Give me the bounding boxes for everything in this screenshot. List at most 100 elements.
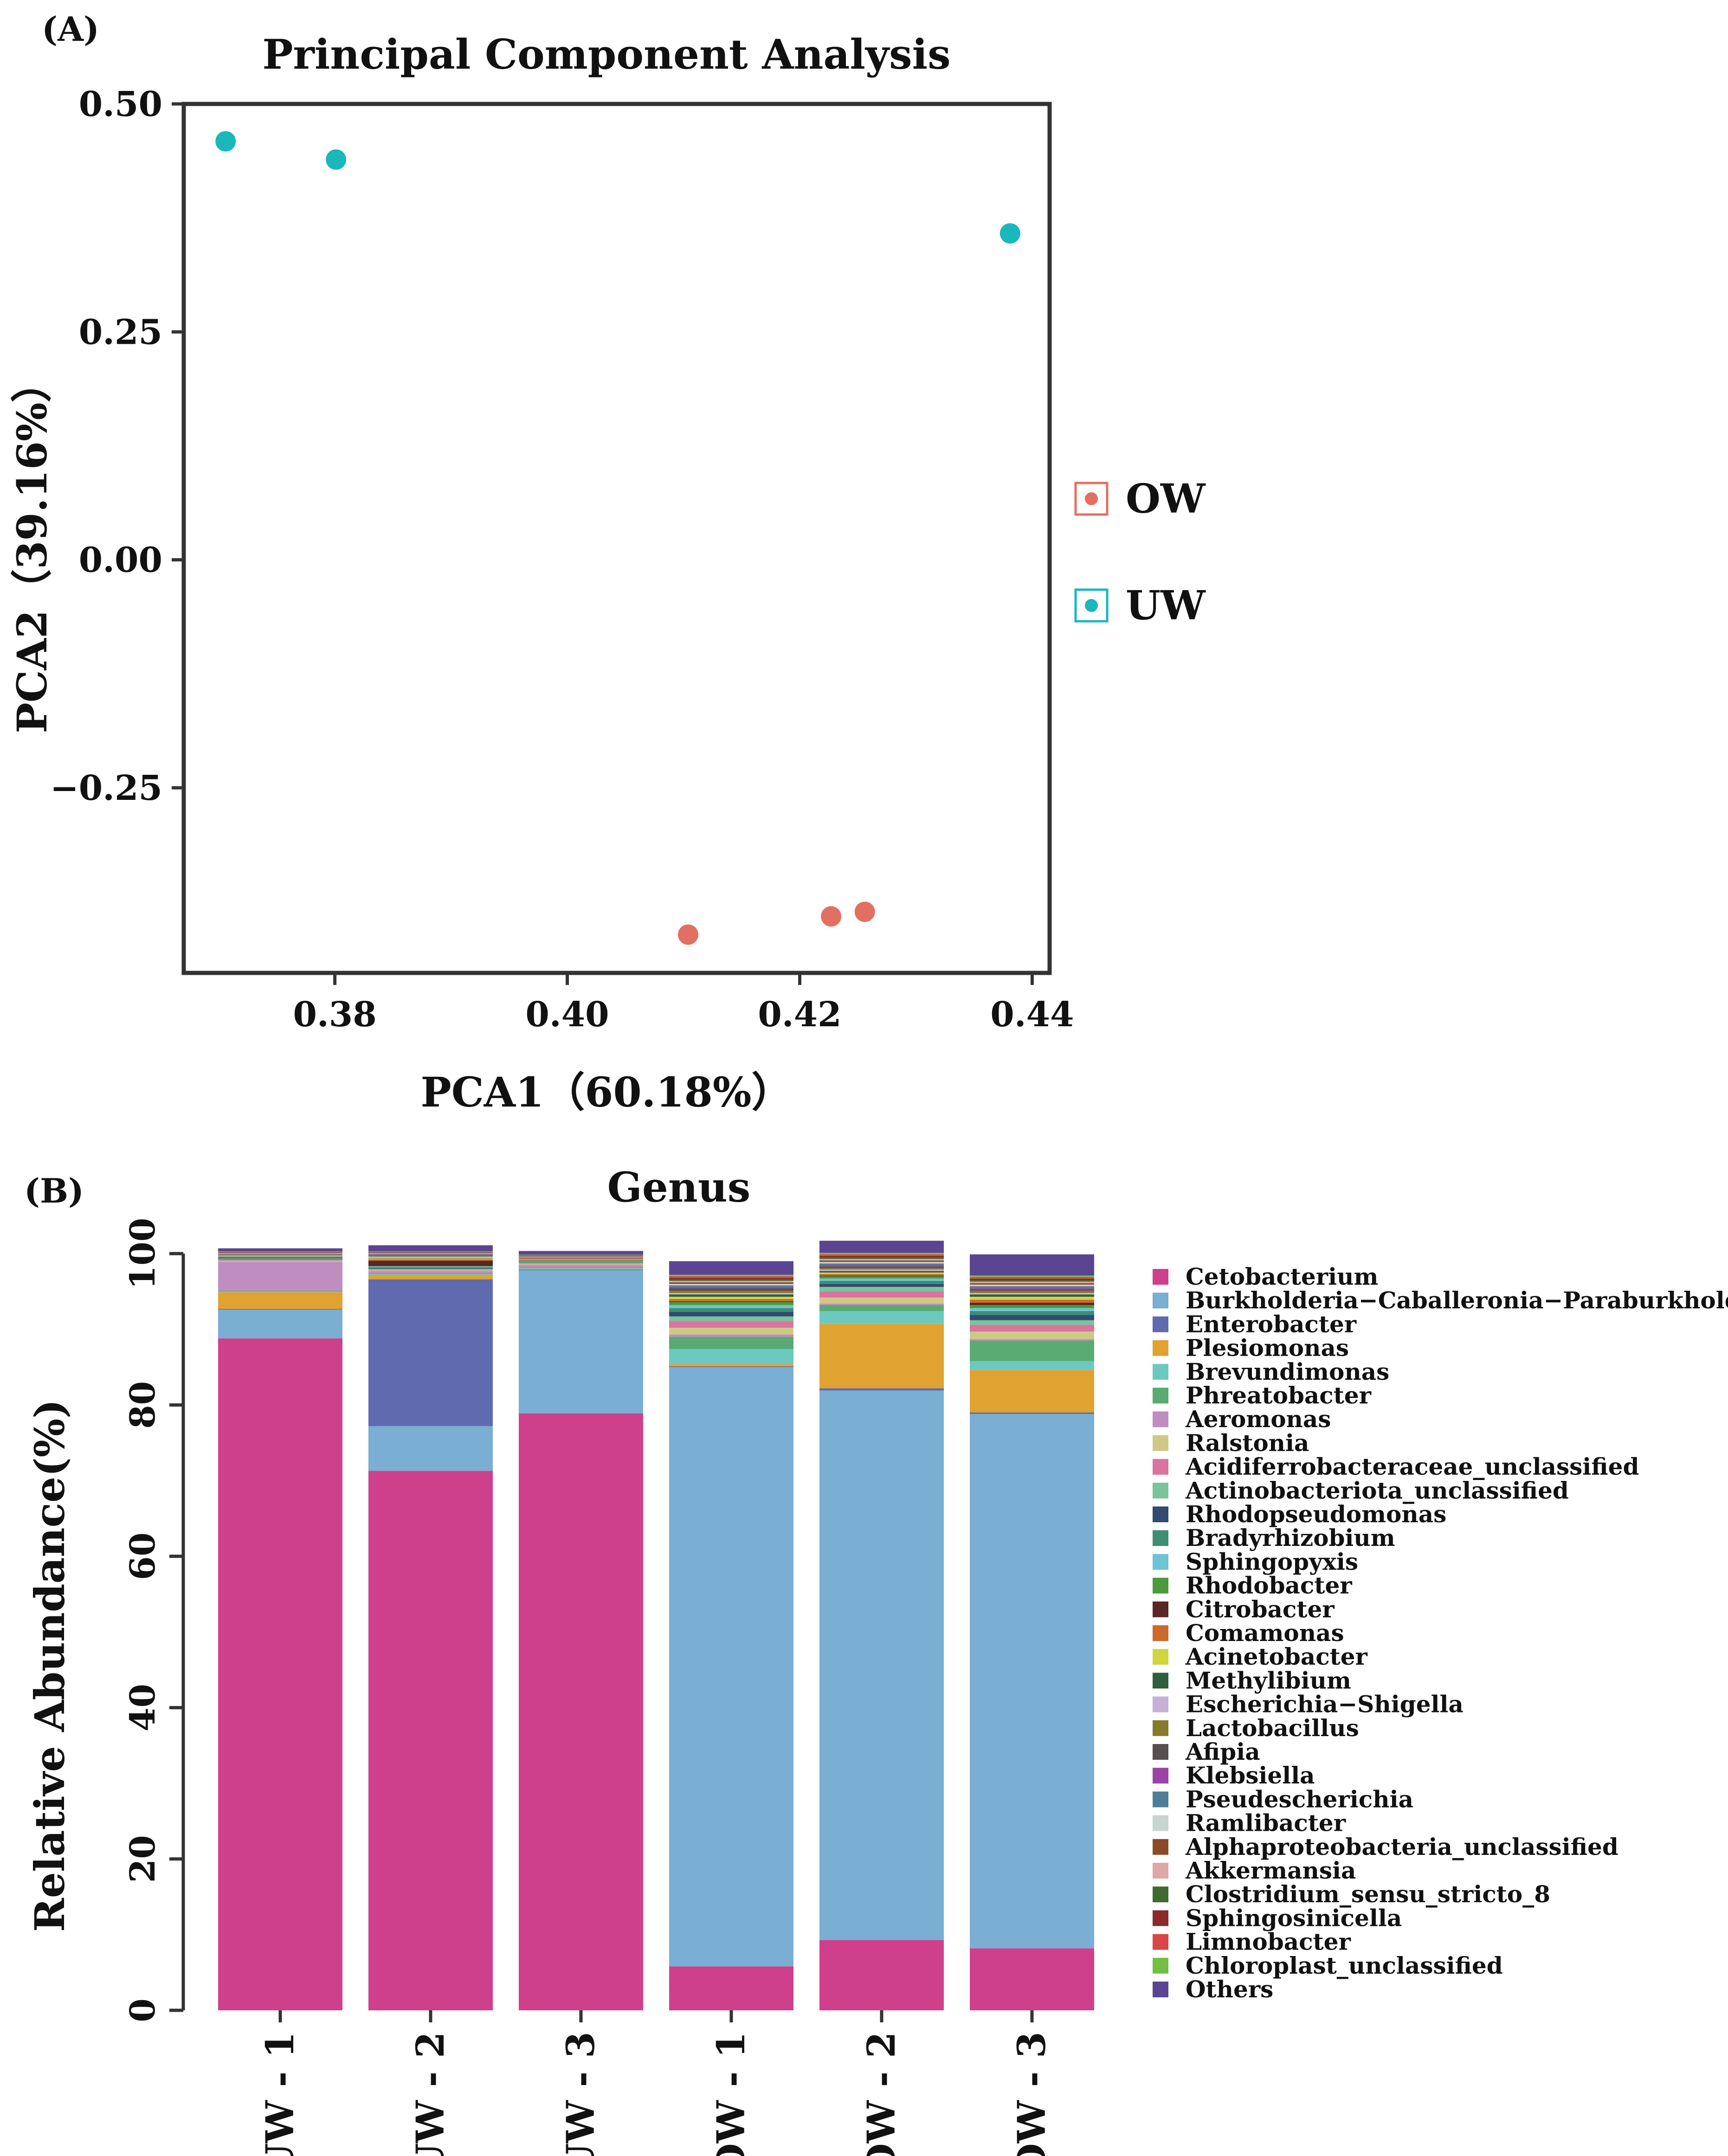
bar-segment-phreatobacter (819, 1305, 944, 1311)
bar-segment-sphingopyxis (819, 1278, 944, 1281)
pca-point-ow (854, 901, 875, 922)
pca-point-ow (678, 924, 699, 945)
legend-key-ow (1074, 482, 1109, 516)
legend-label-citrobacter: Citrobacter (1186, 1596, 1335, 1623)
bar-segment-plesiomonas (218, 1292, 342, 1309)
legend-dot-ow (1085, 492, 1098, 505)
pca-y-tick-label: 0.50 (79, 84, 162, 124)
bar-segment-others (669, 1261, 793, 1275)
bar-segment-comamonas (669, 1299, 793, 1301)
bar-segment-rhodobacter (970, 1305, 1094, 1308)
bar-segment-acidiferrobacteraceae-unclassified (519, 1263, 643, 1264)
bar-segment-phreatobacter (519, 1267, 643, 1268)
legend-swatch-klebsiella (1153, 1768, 1168, 1784)
bar-segment-ralstonia (970, 1331, 1094, 1339)
bar-segment-afipia (368, 1255, 493, 1256)
legend-swatch-others (1153, 1982, 1168, 1997)
legend-swatch-afipia (1153, 1744, 1168, 1760)
bar-segment-enterobacter (368, 1279, 493, 1426)
bar-segment-acidiferrobacteraceae-unclassified (669, 1321, 793, 1328)
bar-segment-akkermansia (519, 1256, 643, 1257)
bar-segment-bradyrhizobium (368, 1267, 493, 1268)
legend-label-clostridium-sensu-stricto-8: Clostridium_sensu_stricto_8 (1186, 1880, 1550, 1908)
pca-point-uw (215, 131, 236, 152)
bar-segment-actinobacteriota-unclassified (218, 1260, 342, 1261)
legend-label-lactobacillus: Lactobacillus (1186, 1714, 1359, 1742)
pca-points (215, 131, 1020, 945)
bar-segment-acinetobacter (519, 1260, 643, 1261)
bar-segment-brevundimonas (970, 1361, 1094, 1371)
bar-segment-brevundimonas (368, 1274, 493, 1275)
bar-segment-klebsiella (970, 1287, 1094, 1289)
pca-point-uw (326, 149, 347, 170)
legend-label-acinetobacter: Acinetobacter (1185, 1643, 1368, 1670)
bar-segment-chloroplast-unclassified (368, 1251, 493, 1252)
legend-label-enterobacter: Enterobacter (1186, 1310, 1357, 1338)
bar-segment-sphingosinicella (819, 1255, 944, 1258)
bar-segment-burkholderia-caballeronia-paraburkholderia (819, 1390, 944, 1940)
legend-label-methylibium: Methylibium (1186, 1667, 1351, 1694)
bar-segment-alphaproteobacteria-unclassified (669, 1282, 793, 1284)
bar-segment-enterobacter (669, 1366, 793, 1367)
bar-segment-rhodopseudomonas (368, 1268, 493, 1269)
bar-segment-rhodobacter (669, 1302, 793, 1305)
bar-segment-phreatobacter (368, 1273, 493, 1274)
bar-segment-lactobacillus (819, 1268, 944, 1270)
legend-swatch-lactobacillus (1153, 1720, 1168, 1736)
bar-segment-aeromonas (218, 1261, 342, 1291)
bar-segment-plesiomonas (970, 1370, 1094, 1413)
legend-swatch-ramlibacter (1153, 1815, 1168, 1831)
legend-label-comamonas: Comamonas (1186, 1619, 1344, 1647)
bar-segment-comamonas (819, 1274, 944, 1276)
sample-label: OW - 3 (1010, 2032, 1054, 2156)
bar-segment-actinobacteriota-unclassified (368, 1268, 493, 1270)
bar-segment-ramlibacter (970, 1284, 1094, 1287)
bar-segment-acinetobacter (819, 1272, 944, 1274)
bar-segment-pseudescherichia (669, 1285, 793, 1287)
pca-point-uw (999, 223, 1020, 244)
bar-segment-cetobacterium (970, 1948, 1094, 2010)
bar-segment-akkermansia (970, 1281, 1094, 1283)
bar-segment-ralstonia (819, 1297, 944, 1304)
legend-swatch-enterobacter (1153, 1316, 1168, 1332)
bar-segment-clostridium-sensu-stricto-8 (970, 1280, 1094, 1282)
bar-segment-comamonas (970, 1300, 1094, 1303)
bar-segment-brevundimonas (218, 1291, 342, 1293)
legend-label-cetobacterium: Cetobacterium (1186, 1263, 1378, 1290)
bar-segment-limnobacter (819, 1254, 944, 1256)
legend-swatch-phreatobacter (1153, 1388, 1168, 1403)
legend-label-sphingosinicella: Sphingosinicella (1186, 1904, 1402, 1931)
pca-x-label: PCA1（60.18%） (421, 1068, 793, 1116)
bar-segment-others (218, 1248, 342, 1252)
pca-legend: OW UW (1074, 476, 1206, 629)
bar-segment-pseudescherichia (218, 1254, 342, 1255)
pca-x-tick-label: 0.40 (525, 995, 609, 1035)
bar-segment-aeromonas (819, 1303, 944, 1305)
bar-segment-afipia (819, 1266, 944, 1268)
bar-segment-ramlibacter (669, 1284, 793, 1286)
bar-segment-cetobacterium (669, 1966, 793, 2010)
legend-label-chloroplast-unclassified: Chloroplast_unclassified (1186, 1952, 1503, 1979)
bar-segment-rhodopseudomonas (218, 1259, 342, 1260)
sample-label: UW - 3 (559, 2032, 603, 2156)
bar-segment-ramlibacter (819, 1261, 944, 1264)
legend-swatch-acidiferrobacteraceae-unclassified (1153, 1459, 1168, 1475)
panel-a-label: (A) (42, 9, 99, 49)
bar-segment-akkermansia (669, 1281, 793, 1282)
sample-label: OW - 1 (709, 2032, 754, 2156)
bar-segment-methylibium (970, 1294, 1094, 1297)
bar-segment-sphingopyxis (669, 1305, 793, 1308)
bar-segment-methylibium (819, 1271, 944, 1273)
bar-segment-rhodobacter (218, 1258, 342, 1259)
panel-b-label: (B) (24, 1171, 84, 1210)
bar-segment-brevundimonas (519, 1268, 643, 1269)
bar-segment-clostridium-sensu-stricto-8 (819, 1257, 944, 1259)
genus-y-tick-label: 40 (123, 1684, 163, 1731)
bar-segment-citrobacter (970, 1303, 1094, 1305)
legend-swatch-bradyrhizobium (1153, 1530, 1168, 1546)
bar-segment-lactobacillus (669, 1290, 793, 1293)
pca-x-axis: 0.38 0.40 0.42 0.44 (293, 973, 1074, 1035)
bar-segment-enterobacter (519, 1269, 643, 1270)
pca-x-tick-label: 0.38 (293, 995, 376, 1035)
bar-segment-rhodopseudomonas (669, 1312, 793, 1317)
